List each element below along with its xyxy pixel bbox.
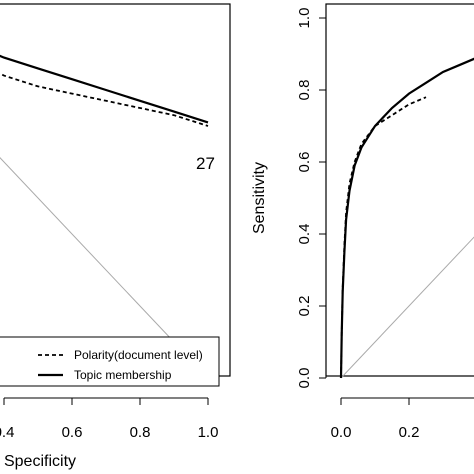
x-tick-label: 1.0 <box>198 424 219 441</box>
y-tick-label: 1.0 <box>296 8 313 29</box>
chance-diagonal-line <box>0 157 209 379</box>
roc-curve-topic-membership <box>0 54 209 124</box>
x-tick-label: 0.8 <box>130 424 151 441</box>
legend-box <box>0 336 220 387</box>
x-axis-title: Specificity <box>4 453 76 470</box>
roc-plot-left: 0.4 0.6 0.8 1.0 Specificity 27 Polarity(docume… <box>0 3 231 470</box>
x-tick-label: 0.6 <box>62 424 83 441</box>
plot-frame <box>0 3 231 377</box>
y-axis-title: Sensitivity <box>251 162 268 234</box>
roc-plot-right: 0.00.210.00.20.40.60.81.0SensitivityAUC:… <box>251 3 474 441</box>
y-tick-label: 0.6 <box>296 152 313 173</box>
x-tick-label: 0.2 <box>399 424 420 441</box>
chance-diagonal-line <box>340 236 474 379</box>
roc-curve-polarity <box>340 96 427 379</box>
legend-entry-label: Polarity(document level) <box>74 348 203 362</box>
y-tick-label: 0.8 <box>296 80 313 101</box>
plot-frame <box>325 3 474 377</box>
legend-entry-label: Topic membership <box>74 368 172 382</box>
auc-label: 27 <box>196 154 215 173</box>
y-tick-label: 0.2 <box>296 296 313 317</box>
y-tick-label: 0.4 <box>296 224 313 245</box>
y-tick-label: 0.0 <box>296 368 313 389</box>
roc-curve-polarity <box>0 72 209 127</box>
x-tick-label: 0.0 <box>331 424 352 441</box>
legend: Polarity(document level) Topic membership <box>0 336 220 387</box>
x-tick-label: 0.4 <box>0 424 14 441</box>
